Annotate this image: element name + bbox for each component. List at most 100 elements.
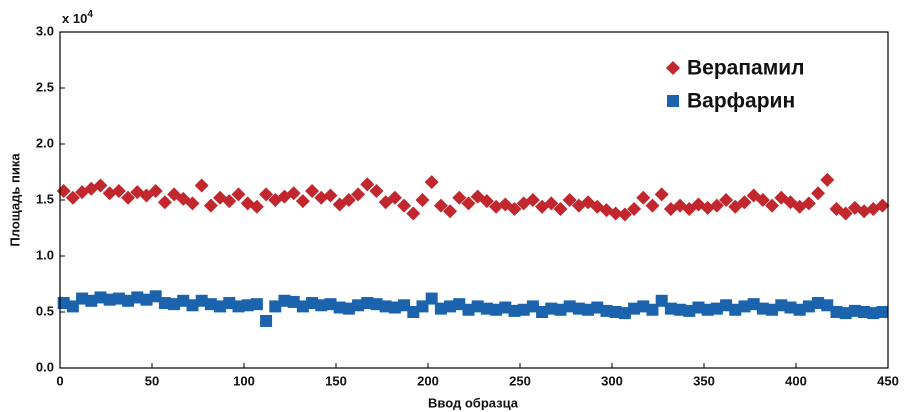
square-marker: [66, 300, 79, 313]
square-marker: [324, 298, 337, 311]
square-marker: [572, 302, 585, 315]
y-tick-label: 1.0: [36, 247, 54, 262]
diamond-marker: [801, 196, 816, 211]
diamond-marker: [387, 190, 402, 205]
square-marker: [480, 302, 493, 315]
square-marker: [830, 306, 843, 318]
square-marker: [352, 299, 365, 312]
square-marker: [812, 297, 825, 310]
square-marker: [223, 297, 236, 310]
square-marker: [710, 302, 723, 315]
diamond-marker: [709, 198, 724, 213]
square-marker: [462, 303, 475, 316]
square-marker: [766, 303, 779, 316]
square-marker: [131, 291, 144, 304]
diamond-marker: [507, 201, 522, 216]
square-marker: [103, 293, 116, 306]
square-marker: [775, 299, 788, 312]
square-marker: [214, 300, 227, 313]
diamond-marker: [157, 195, 172, 210]
square-marker: [278, 294, 291, 307]
diamond-marker: [755, 193, 770, 207]
square-marker: [168, 298, 181, 311]
square-marker: [333, 301, 346, 314]
diamond-marker: [415, 193, 430, 207]
x-axis-label: Ввод образца: [428, 395, 519, 410]
y-tick-label: 2.0: [36, 135, 54, 150]
square-marker: [499, 301, 512, 314]
square-marker: [848, 304, 861, 317]
y-tick-label: 3.0: [36, 23, 54, 38]
x-tick-label: 50: [145, 373, 159, 388]
square-marker: [149, 290, 162, 303]
y-multiplier: x 104: [62, 9, 93, 27]
square-marker: [85, 294, 98, 307]
legend-marker: [667, 95, 679, 107]
square-marker: [591, 301, 604, 314]
plot-frame: [59, 31, 889, 369]
diamond-marker: [185, 196, 200, 211]
square-marker: [112, 292, 125, 305]
diamond-marker: [231, 187, 246, 202]
square-marker: [582, 303, 595, 316]
square-marker: [186, 299, 199, 312]
y-tick-label: 0.5: [36, 303, 54, 318]
diamond-marker: [544, 196, 559, 211]
diamond-marker: [838, 206, 853, 221]
square-marker: [600, 304, 613, 317]
diamond-marker: [121, 190, 136, 205]
square-marker: [287, 295, 300, 308]
x-tick-label: 450: [877, 373, 899, 388]
diamond-marker: [369, 184, 384, 199]
diamond-marker: [93, 178, 108, 193]
square-marker: [821, 299, 834, 312]
y-tick-label: 1.5: [36, 191, 54, 206]
square-marker: [756, 302, 769, 315]
diamond-marker: [203, 198, 218, 213]
x-tick-label: 300: [601, 373, 623, 388]
square-marker: [315, 299, 328, 312]
y-multiplier-base: x 10: [62, 11, 87, 26]
x-tick-label: 150: [325, 373, 347, 388]
square-marker: [554, 303, 567, 316]
square-marker: [793, 303, 806, 316]
diamond-marker: [654, 187, 669, 202]
square-marker: [241, 299, 254, 312]
diamond-marker: [148, 184, 163, 199]
diamond-marker: [737, 195, 752, 210]
square-marker: [545, 302, 558, 315]
y-tick-label: 0.0: [36, 359, 54, 374]
diamond-marker: [461, 196, 476, 211]
square-marker: [517, 303, 530, 316]
square-marker: [839, 307, 852, 320]
square-marker: [269, 300, 282, 313]
diamond-marker: [406, 206, 421, 221]
square-marker: [140, 293, 153, 306]
square-marker: [701, 303, 714, 316]
square-marker: [802, 300, 815, 313]
diamond-marker: [811, 186, 826, 201]
diamond-marker: [479, 194, 494, 209]
square-marker: [618, 307, 631, 320]
y-tick-label: 2.5: [36, 79, 54, 94]
diamond-marker: [351, 187, 366, 202]
square-marker: [94, 291, 107, 304]
diamond-marker: [553, 201, 568, 216]
square-marker: [664, 302, 677, 315]
x-tick-label: 400: [785, 373, 807, 388]
diamond-marker: [360, 177, 375, 192]
square-marker: [784, 301, 797, 314]
square-marker: [628, 302, 641, 315]
square-marker: [729, 303, 742, 316]
x-tick-label: 200: [417, 373, 439, 388]
diamond-marker: [249, 199, 264, 214]
square-marker: [361, 297, 374, 310]
diamond-marker: [719, 193, 734, 207]
diamond-marker: [341, 193, 356, 207]
square-marker: [416, 300, 429, 313]
diamond-marker: [305, 184, 320, 199]
diamond-marker: [765, 198, 780, 213]
square-marker: [747, 298, 760, 311]
square-marker: [609, 306, 622, 318]
diamond-marker: [397, 198, 412, 213]
